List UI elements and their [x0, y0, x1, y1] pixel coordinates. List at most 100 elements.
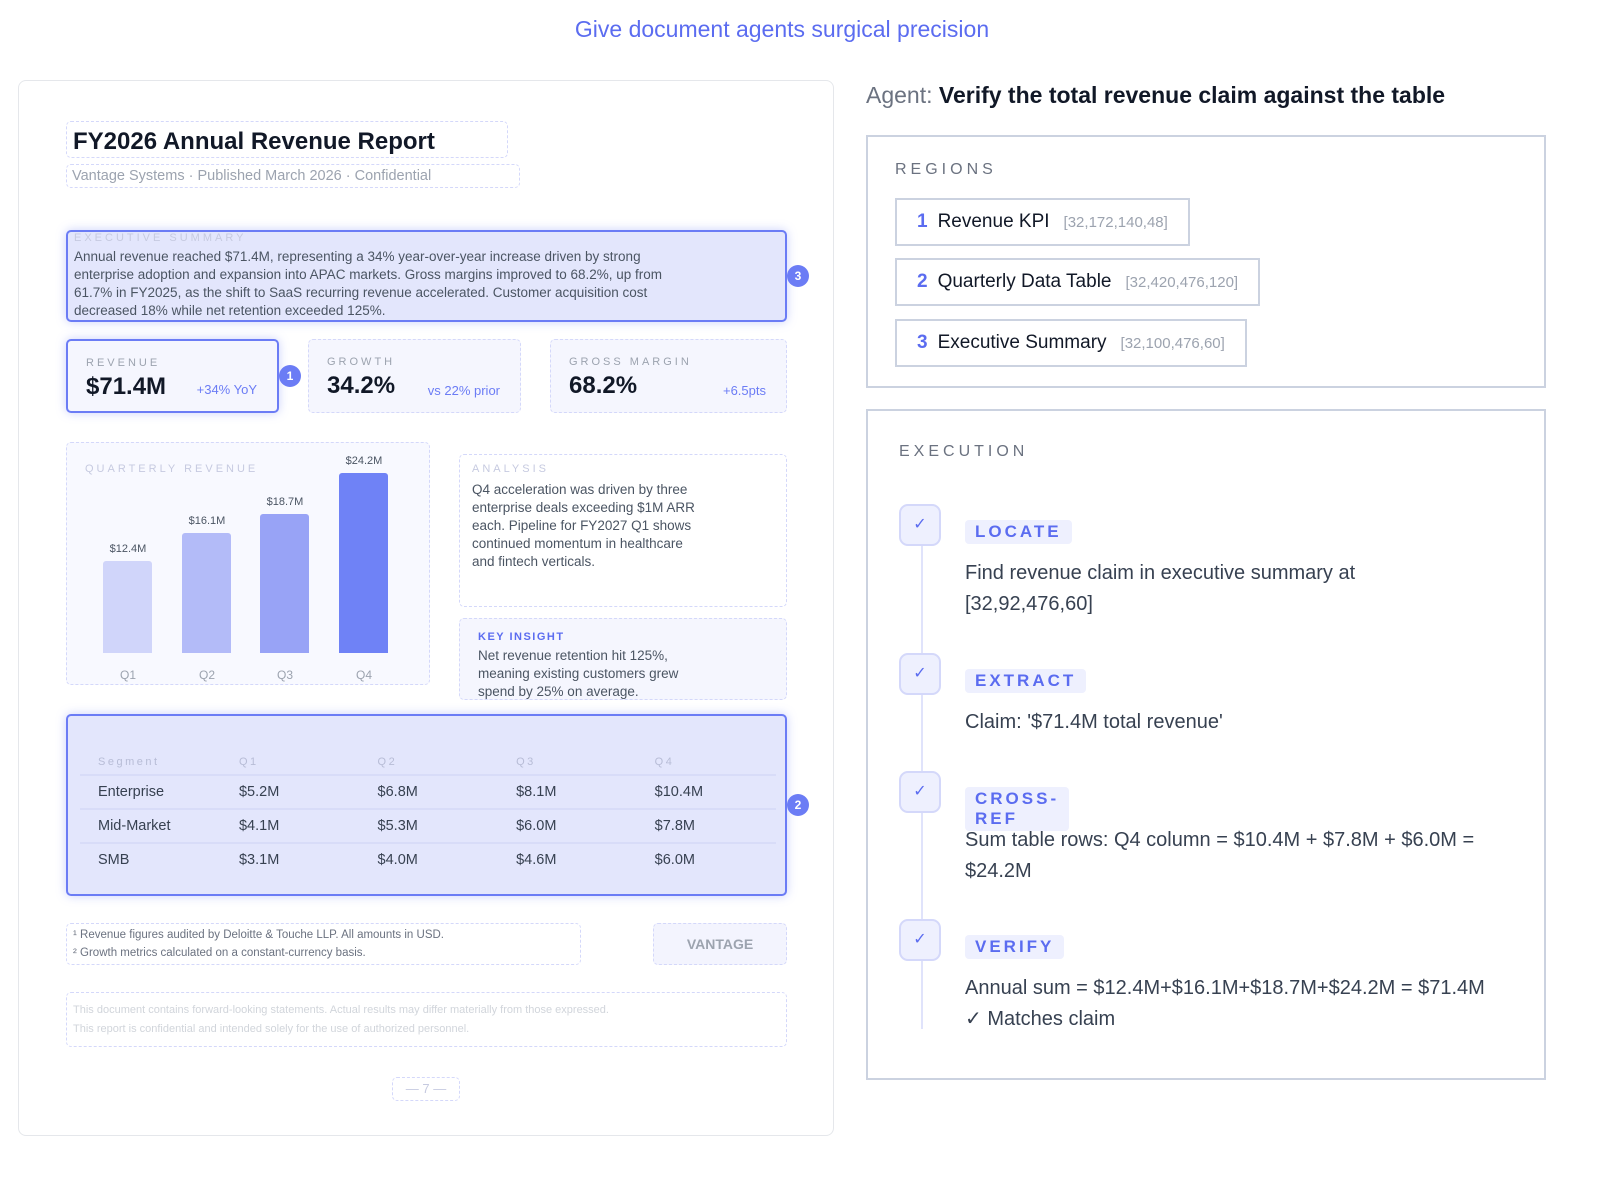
analysis-label: ANALYSIS — [472, 463, 549, 475]
quarterly-data-table[interactable]: Segment Q1 Q2 Q3 Q4 Enterprise $5.2M $6.8M… — [66, 714, 787, 896]
bar-value-label: $12.4M — [109, 542, 147, 555]
disclaimer-line: This document contains forward-looking s… — [73, 1004, 609, 1016]
kpi-delta: vs 22% prior — [427, 383, 500, 398]
kpi-value: 34.2% — [327, 372, 396, 399]
x-tick-label: Q4 — [355, 668, 372, 682]
step-description: Sum table rows: Q4 column = $10.4M + $7.… — [965, 829, 1475, 882]
step-tag: LOCATE — [965, 520, 1072, 544]
analysis-box: ANALYSIS Q4 acceleration was driven by t… — [459, 454, 787, 607]
region-coords: [32,420,476,120] — [1125, 273, 1239, 291]
table-cell: $4.0M — [377, 852, 418, 868]
col-header: Q4 — [636, 756, 776, 776]
disclaimer-line: This report is confidential and intended… — [73, 1023, 470, 1035]
analysis-text: Q4 acceleration was driven by three ente… — [472, 482, 695, 569]
region-number: 1 — [917, 211, 928, 232]
step-description: Annual sum = $12.4M+$16.1M+$18.7M+$24.2M… — [965, 977, 1485, 1030]
bar-value-label: $16.1M — [188, 515, 226, 528]
x-tick-label: Q3 — [276, 668, 293, 682]
region-name: Revenue KPI — [937, 211, 1050, 232]
kpi-label: REVENUE — [86, 357, 161, 369]
kpi-delta: +34% YoY — [196, 382, 257, 397]
footnote: ² Growth metrics calculated on a constan… — [73, 947, 366, 959]
doc-subtitle: Vantage Systems · Published March 2026 ·… — [66, 164, 520, 188]
table-cell: $4.6M — [516, 852, 557, 868]
kpi-label: GROSS MARGIN — [569, 356, 692, 368]
regions-label: REGIONS — [895, 161, 997, 178]
check-icon: ✓ — [899, 919, 941, 961]
agent-prefix: Agent: — [866, 82, 933, 108]
execution-label: EXECUTION — [899, 443, 1029, 460]
kpi-value: $71.4M — [86, 373, 167, 400]
bar-value-label: $24.2M — [345, 455, 383, 467]
col-header: Q1 — [220, 756, 360, 776]
region-item-2[interactable]: 2 Quarterly Data Table [32,420,476,120] — [895, 258, 1261, 306]
step-tag: EXTRACT — [965, 669, 1087, 693]
key-insight-box: KEY INSIGHT Net revenue retention hit 12… — [459, 618, 787, 700]
exec-summary-region[interactable]: EXECUTIVE SUMMARY Annual revenue reached… — [66, 230, 787, 322]
bar-value-label: $18.7M — [266, 495, 304, 508]
table-cell: $6.8M — [359, 775, 499, 810]
page-number: — 7 — — [392, 1077, 460, 1101]
chart-bar-q2 — [182, 533, 231, 653]
key-insight-text: Net revenue retention hit 125%, meaning … — [478, 648, 679, 699]
execution-panel: EXECUTION ✓ LOCATE Find revenue claim in e… — [866, 409, 1546, 1080]
kpi-gross-margin: GROSS MARGIN 68.2% +6.5pts — [550, 339, 787, 413]
table-cell: $7.8M — [636, 809, 776, 844]
document-page: FY2026 Annual Revenue Report Vantage Sys… — [18, 80, 834, 1136]
agent-task: Agent: Verify the total revenue claim ag… — [866, 82, 1445, 109]
key-insight-label: KEY INSIGHT — [478, 631, 565, 643]
kpi-revenue[interactable]: REVENUE $71.4M +34% YoY — [66, 339, 279, 413]
region-coords: [32,172,140,48] — [1063, 213, 1168, 231]
doc-title: FY2026 Annual Revenue Report — [73, 128, 435, 155]
region-badge-1[interactable]: 1 — [279, 365, 301, 387]
step-tag: CROSS-REF — [965, 787, 1070, 831]
x-tick-label: Q1 — [119, 668, 136, 682]
kpi-growth: GROWTH 34.2% vs 22% prior — [308, 339, 521, 413]
table-cell: $4.1M — [220, 809, 360, 844]
kpi-delta: +6.5pts — [722, 383, 766, 398]
exec-summary-label: EXECUTIVE SUMMARY — [74, 232, 247, 244]
table-cell: Mid-Market — [80, 809, 221, 844]
table-cell: $6.0M — [654, 852, 695, 868]
agent-task-text: Verify the total revenue claim against t… — [938, 82, 1446, 108]
region-number: 3 — [917, 332, 928, 353]
check-icon: ✓ — [899, 504, 941, 546]
chart-bar-q4 — [339, 473, 388, 653]
exec-summary-text: Annual revenue reached $71.4M, represent… — [74, 249, 663, 318]
headline: Give document agents surgical precision — [574, 16, 990, 42]
region-badge-3[interactable]: 3 — [787, 265, 809, 287]
revenue-table: Segment Q1 Q2 Q3 Q4 Enterprise $5.2M $6.8M… — [80, 756, 776, 876]
table-row: Mid-Market $4.1M $5.3M $6.0M $7.8M — [80, 809, 776, 844]
table-row: Enterprise $5.2M $6.8M $8.1M $10.4M — [80, 775, 776, 810]
region-coords: [32,100,476,60] — [1120, 334, 1225, 352]
footnote: ¹ Revenue figures audited by Deloitte & … — [73, 929, 444, 941]
table-cell: $8.1M — [498, 775, 637, 810]
regions-panel: REGIONS 1 Revenue KPI [32,172,140,48] 2 Quar… — [866, 135, 1546, 388]
step-description: Find revenue claim in executive summary … — [965, 562, 1356, 615]
table-cell: Enterprise — [80, 775, 221, 810]
kpi-value: 68.2% — [569, 372, 638, 399]
col-header: Q2 — [359, 756, 499, 776]
quarterly-revenue-chart: QUARTERLY REVENUE $12.4M Q1 $16.1M Q2 $18.7M… — [66, 442, 430, 685]
table-cell: $3.1M — [238, 852, 280, 868]
check-icon: ✓ — [899, 771, 941, 813]
check-icon: ✓ — [899, 653, 941, 695]
region-name: Executive Summary — [937, 332, 1107, 353]
table-cell: $5.3M — [359, 809, 499, 844]
kpi-label: GROWTH — [327, 356, 396, 368]
vantage-logo: VANTAGE — [653, 923, 787, 965]
timeline-line — [921, 505, 923, 1029]
doc-title-region: FY2026 Annual Revenue Report — [66, 121, 508, 158]
chart-bar-q3 — [260, 513, 309, 653]
table-cell: $5.2M — [220, 775, 360, 810]
region-item-1[interactable]: 1 Revenue KPI [32,172,140,48] — [895, 198, 1190, 246]
chart-bar-q1 — [103, 560, 152, 653]
table-cell: SMB — [98, 852, 130, 868]
table-cell: $6.0M — [498, 809, 637, 844]
step-tag: VERIFY — [965, 935, 1065, 959]
table-row: SMB $3.1M $4.0M $4.6M $6.0M — [80, 843, 776, 876]
disclaimer: This document contains forward-looking s… — [66, 992, 787, 1047]
region-item-3[interactable]: 3 Executive Summary [32,100,476,60] — [895, 319, 1247, 367]
region-badge-2[interactable]: 2 — [787, 794, 809, 816]
x-tick-label: Q2 — [198, 668, 215, 682]
